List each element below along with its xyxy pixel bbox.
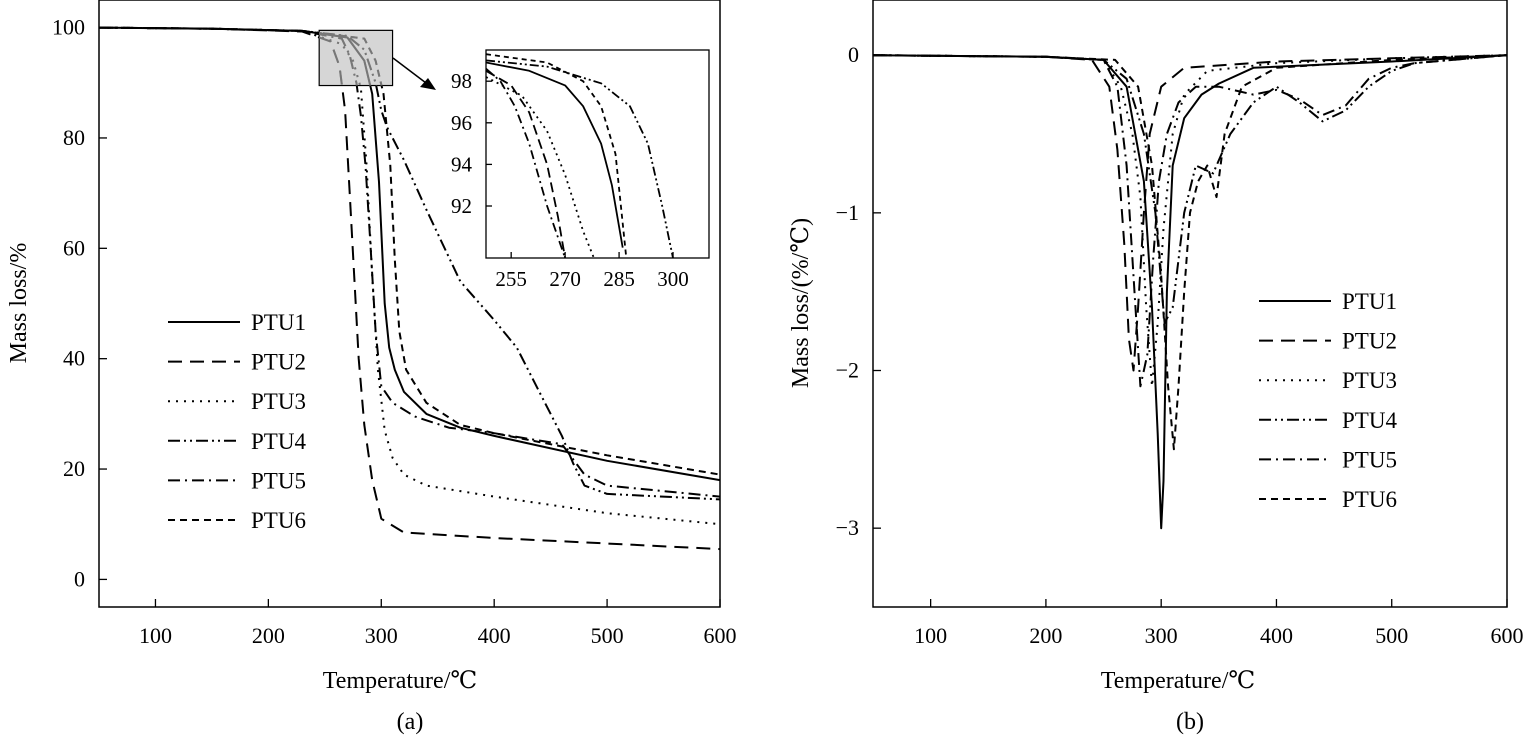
panel-b-xtick-label: 100: [914, 623, 947, 648]
panel-b-ytick-label: −1: [836, 200, 859, 225]
series-ptu4-line: [319, 31, 378, 86]
panel-a-xtick-label: 400: [478, 623, 511, 648]
series-ptu6-line: [486, 53, 628, 258]
legend-ptu3-label: PTU3: [1342, 368, 1397, 393]
legend-ptu5-label: PTU5: [251, 468, 306, 493]
legend-ptu4-label: PTU4: [1342, 408, 1397, 433]
legend-ptu4-label: PTU4: [251, 429, 306, 454]
series-ptu6-line: [873, 54, 1507, 451]
zoom-arrow-head: [420, 78, 436, 90]
panel-b-xtick-label: 500: [1375, 623, 1408, 648]
panel-a-ytick-label: 60: [63, 235, 85, 260]
zoom-arrow: [392, 57, 431, 87]
panel-a-frame: [98, 0, 721, 608]
inset-ticks: 255 270 285 300 92 94 96 98: [451, 69, 689, 291]
legend-ptu1-label: PTU1: [251, 310, 306, 335]
panel-b-series: [873, 54, 1507, 530]
inset-ytick-label: 92: [451, 194, 472, 218]
panel-a-ytick-label: 20: [63, 456, 85, 481]
inset-xtick-label: 285: [603, 267, 635, 291]
panel-b-ylabel: Mass loss/(%/℃): [788, 218, 814, 388]
panel-a-label: (a): [397, 709, 424, 735]
panel-a-ylabel: Mass loss/%: [6, 243, 32, 364]
panel-b-xlabel: Temperature/℃: [1101, 668, 1255, 694]
panel-a-ytick-label: 0: [74, 566, 85, 591]
panel-b-ticks: 100 200 300 400 500 600 0 −1 −2 −3: [836, 42, 1524, 648]
panel-a-legend: PTU1 PTU2 PTU3 PTU4 PTU5 PTU6: [168, 310, 306, 533]
panel-b-ytick-label: −3: [836, 515, 859, 540]
legend-ptu3-label: PTU3: [251, 389, 306, 414]
legend-ptu5-label: PTU5: [1342, 447, 1397, 472]
series-ptu3-line: [319, 35, 362, 86]
panel-a-ytick-label: 80: [63, 125, 85, 150]
series-ptu3-line: [873, 54, 1507, 388]
panel-a-ticks: 100 200 300 400 500 600 0 20 40 60 80 100: [52, 15, 737, 648]
series-ptu5-line: [873, 54, 1507, 388]
legend-ptu2-label: PTU2: [1342, 329, 1397, 354]
inset-panel: 255 270 285 300 92 94 96 98: [451, 49, 710, 291]
panel-a-xtick-label: 200: [252, 623, 285, 648]
panel-b-ytick-label: 0: [848, 42, 859, 67]
inset-xtick-label: 300: [657, 267, 689, 291]
series-ptu4-line: [486, 59, 674, 258]
panel-b-xtick-label: 300: [1145, 623, 1178, 648]
legend-ptu6-label: PTU6: [1342, 487, 1397, 512]
series-ptu5-line: [319, 33, 358, 86]
panel-b-label: (b): [1176, 709, 1204, 735]
inset-frame: [485, 49, 710, 259]
panel-b-xtick-label: 600: [1491, 623, 1524, 648]
panel-b-xtick-label: 200: [1029, 623, 1062, 648]
legend-ptu6-label: PTU6: [251, 508, 306, 533]
panel-b-xtick-label: 400: [1260, 623, 1293, 648]
series-ptu4-line: [873, 54, 1507, 325]
panel-b-frame: [872, 0, 1508, 608]
inset-ytick-label: 96: [451, 111, 472, 135]
series-ptu1-line: [873, 54, 1507, 530]
panel-a-xtick-label: 500: [591, 623, 624, 648]
panel-a-xtick-label: 300: [365, 623, 398, 648]
panel-a-xlabel: Temperature/℃: [323, 668, 477, 694]
series-ptu1-line: [486, 61, 624, 248]
panel-a: 100 200 300 400 500 600 0 20 40 60 80 100 255 270 285…: [6, 0, 737, 735]
series-ptu2-line: [99, 26, 720, 551]
inset-series: [486, 53, 674, 258]
panel-b: 100 200 300 400 500 600 0 −1 −2 −3 Mass loss/(%/℃…: [788, 0, 1524, 735]
zoom-box: [318, 29, 394, 87]
panel-a-xtick-label: 600: [704, 623, 737, 648]
inset-xtick-label: 255: [495, 267, 527, 291]
panel-b-legend: PTU1 PTU2 PTU3 PTU4 PTU5 PTU6: [1259, 289, 1397, 512]
legend-ptu1-label: PTU1: [1342, 289, 1397, 314]
inset-ytick-label: 98: [451, 69, 472, 93]
inset-ytick-label: 94: [451, 152, 473, 176]
panel-a-ytick-label: 40: [63, 346, 85, 371]
panel-b-ytick-label: −2: [836, 358, 859, 383]
series-ptu2-line: [486, 70, 566, 258]
panel-a-xtick-label: 100: [139, 623, 172, 648]
inset-xtick-label: 270: [549, 267, 581, 291]
zoom-box-curves: [319, 31, 383, 86]
legend-ptu2-label: PTU2: [251, 350, 306, 375]
panel-a-ytick-label: 100: [52, 15, 85, 40]
